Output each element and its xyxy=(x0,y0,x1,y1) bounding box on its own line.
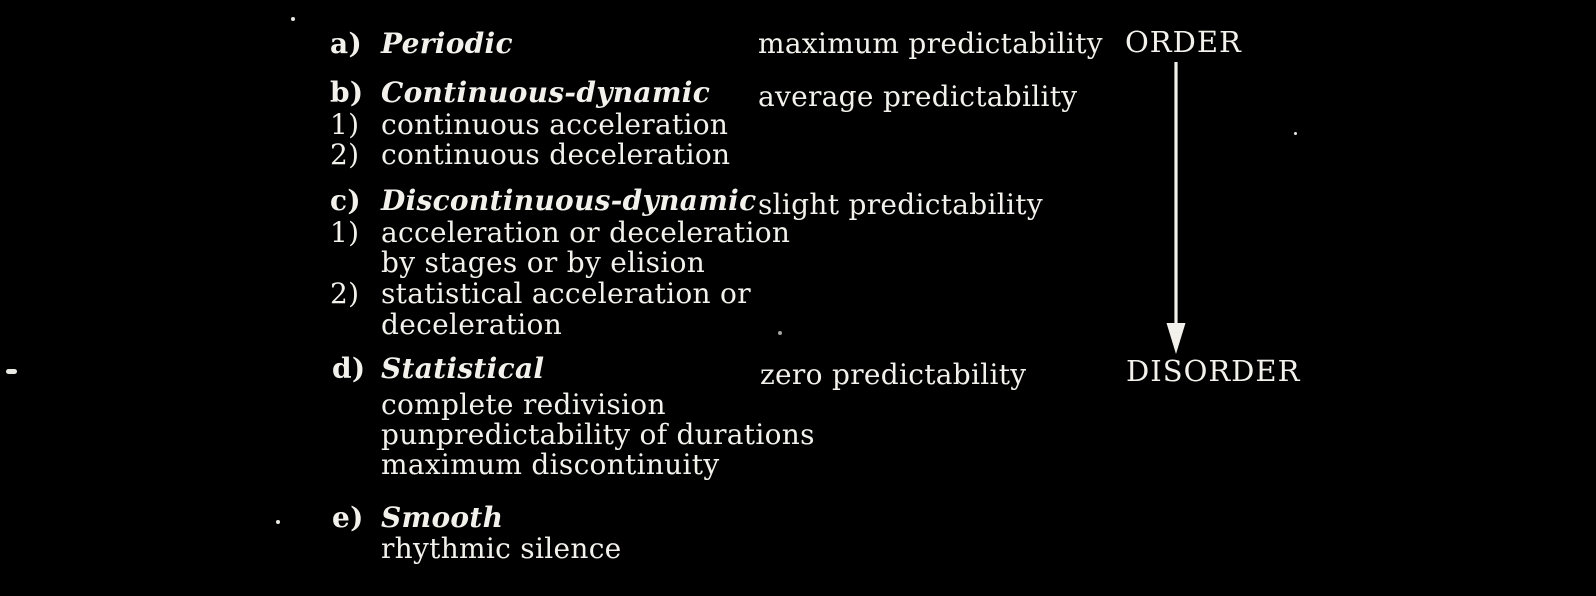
item-c-predictability: slight predictability xyxy=(758,188,1043,221)
order-label: ORDER xyxy=(1125,25,1242,59)
item-e-title: Smooth xyxy=(381,501,504,534)
item-c-sub2-cont: deceleration xyxy=(381,308,563,341)
item-c-sub1-text: acceleration or deceleration xyxy=(381,216,791,249)
disorder-label: DISORDER xyxy=(1126,354,1301,388)
item-b-sub1-text: continuous acceleration xyxy=(381,108,729,141)
item-b-sub2-marker: 2) xyxy=(330,138,360,171)
item-d-marker: d) xyxy=(332,352,366,385)
noise-dot xyxy=(291,17,295,21)
item-b-title: Continuous-dynamic xyxy=(381,76,711,109)
item-c-title: Discontinuous-dynamic xyxy=(381,184,757,217)
noise-dot xyxy=(1294,132,1297,135)
item-d-sub2-text: punpredictability of durations xyxy=(381,418,815,451)
item-a-title: Periodic xyxy=(381,27,513,60)
noise-dot xyxy=(778,331,782,335)
item-d-predictability: zero predictability xyxy=(760,358,1027,391)
item-b-sub1-marker: 1) xyxy=(330,108,360,141)
item-c-sub2-marker: 2) xyxy=(330,277,360,310)
noise-dot xyxy=(276,520,280,524)
item-b-predictability: average predictability xyxy=(758,80,1078,113)
item-b-sub2-text: continuous deceleration xyxy=(381,138,731,171)
item-a-marker: a) xyxy=(330,27,362,60)
noise-dot xyxy=(6,369,17,374)
item-e-marker: e) xyxy=(332,501,364,534)
item-e-sub1-text: rhythmic silence xyxy=(381,532,622,565)
item-c-sub1-cont: by stages or by elision xyxy=(381,246,706,279)
item-d-sub1-text: complete redivision xyxy=(381,388,666,421)
item-c-sub1-marker: 1) xyxy=(330,216,360,249)
item-d-title: Statistical xyxy=(381,352,545,385)
item-a-predictability: maximum predictability xyxy=(758,27,1103,60)
item-c-marker: c) xyxy=(330,184,361,217)
order-to-disorder-arrow-icon xyxy=(1166,62,1186,354)
item-b-marker: b) xyxy=(330,76,364,109)
item-d-sub3-text: maximum discontinuity xyxy=(381,448,720,481)
item-c-sub2-text: statistical acceleration or xyxy=(381,277,751,310)
